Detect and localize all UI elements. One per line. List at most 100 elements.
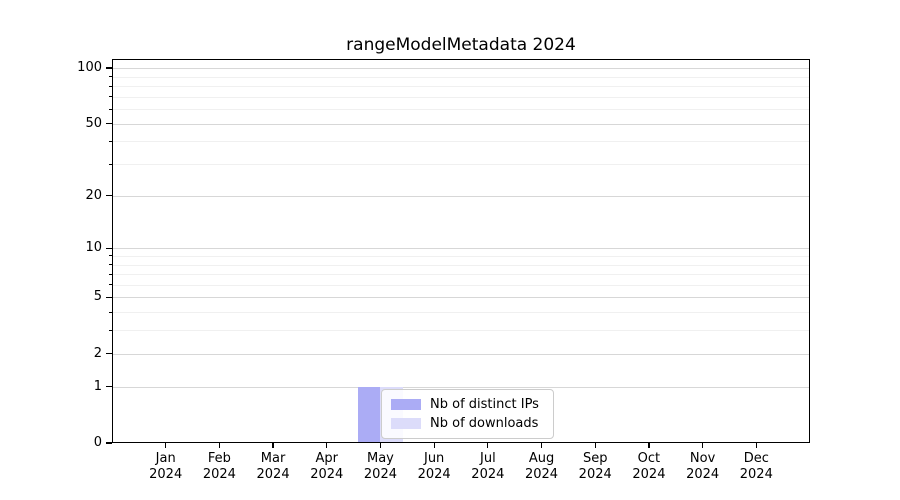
y-tick	[106, 442, 112, 444]
legend-swatch-downloads	[391, 418, 421, 429]
y-tick-minor	[108, 329, 112, 331]
y-tick-label: 10	[85, 240, 102, 256]
x-tick	[648, 443, 650, 448]
x-tick-label: Jul 2024	[456, 451, 520, 483]
y-tick-label: 5	[93, 289, 102, 305]
y-tick-label: 50	[85, 115, 102, 131]
y-gridline-minor	[112, 255, 810, 257]
y-gridline-major	[112, 386, 810, 388]
x-tick-year: 2024	[632, 467, 666, 482]
x-tick	[755, 443, 757, 448]
y-tick-minor	[108, 85, 112, 87]
y-tick	[106, 67, 112, 69]
x-tick-label: Sep 2024	[563, 451, 627, 483]
x-tick-month: Jan	[155, 451, 176, 466]
x-tick-month: Jun	[423, 451, 445, 466]
y-gridline-minor	[112, 284, 810, 286]
legend: Nb of distinct IPs Nb of downloads	[381, 389, 554, 439]
x-tick-month: May	[367, 451, 394, 466]
x-tick-year: 2024	[256, 467, 290, 482]
x-tick	[701, 443, 704, 448]
y-tick	[106, 247, 112, 249]
x-tick-month: Nov	[689, 451, 716, 466]
legend-swatch-distinct-ips	[391, 399, 421, 410]
x-tick-label: May 2024	[348, 451, 412, 483]
x-tick-month: Oct	[637, 451, 661, 466]
x-tick-label: Nov 2024	[671, 451, 735, 483]
legend-label-distinct-ips: Nb of distinct IPs	[430, 397, 539, 412]
y-tick-minor	[108, 163, 112, 165]
legend-item-downloads: Nb of downloads	[391, 415, 544, 432]
x-tick-month: Aug	[528, 451, 555, 466]
x-tick-year: 2024	[202, 467, 236, 482]
x-tick	[218, 443, 221, 448]
x-tick-year: 2024	[686, 467, 720, 482]
y-tick-label: 1	[93, 378, 102, 394]
y-tick-minor	[108, 273, 112, 275]
x-tick-year: 2024	[578, 467, 612, 482]
x-tick-month: Feb	[207, 451, 231, 466]
plot-area	[112, 59, 810, 443]
y-gridline-major	[112, 297, 810, 299]
bar-may-distinct-ips	[357, 386, 381, 443]
x-tick	[379, 443, 382, 448]
y-tick	[106, 385, 112, 388]
y-tick-label: 20	[85, 187, 102, 203]
y-gridline-minor	[112, 330, 810, 332]
y-gridline-minor	[112, 264, 810, 266]
y-gridline-major	[112, 248, 810, 250]
y-tick-label: 2	[93, 345, 102, 361]
x-tick	[165, 443, 167, 448]
y-tick	[106, 194, 112, 197]
x-tick-label: Oct 2024	[617, 451, 681, 483]
chart-title: rangeModelMetadata 2024	[346, 35, 576, 55]
x-tick	[487, 443, 489, 448]
y-tick-label: 0	[93, 435, 102, 450]
y-tick	[106, 353, 112, 355]
y-gridline-minor	[112, 274, 810, 276]
y-gridline-minor	[112, 86, 810, 88]
x-tick-year: 2024	[417, 467, 451, 482]
x-tick-year: 2024	[149, 467, 183, 482]
y-tick-minor	[108, 108, 112, 110]
y-tick-minor	[108, 311, 112, 313]
x-tick-month: Sep	[582, 451, 608, 466]
x-tick-label: Mar 2024	[241, 451, 305, 483]
x-tick	[433, 443, 435, 448]
x-tick-year: 2024	[739, 467, 773, 482]
y-tick	[106, 122, 112, 125]
y-gridline-major	[112, 68, 810, 70]
y-tick-minor	[108, 284, 112, 286]
x-tick-year: 2024	[310, 467, 344, 482]
y-tick-label: 100	[77, 60, 102, 76]
x-tick-label: Jan 2024	[134, 451, 198, 483]
x-tick-label: Dec 2024	[724, 451, 788, 483]
y-tick-minor	[108, 255, 112, 257]
x-tick-month: Jul	[480, 451, 496, 466]
y-gridline-major	[112, 195, 810, 197]
x-tick-year: 2024	[471, 467, 505, 482]
y-gridline-major	[112, 123, 810, 125]
y-gridline-major	[112, 353, 810, 355]
y-tick-minor	[108, 96, 112, 98]
y-tick	[106, 296, 112, 299]
x-tick	[326, 443, 328, 448]
y-gridline-minor	[112, 109, 810, 111]
y-gridline-minor	[112, 96, 810, 98]
x-tick-month: Dec	[743, 451, 769, 466]
x-tick-month: Mar	[260, 451, 286, 466]
y-tick-minor	[108, 76, 112, 78]
x-tick-label: Jun 2024	[402, 451, 466, 483]
legend-label-downloads: Nb of downloads	[430, 416, 539, 431]
y-gridline-minor	[112, 76, 810, 78]
x-tick-label: Aug 2024	[510, 451, 574, 483]
x-tick-label: Apr 2024	[295, 451, 359, 483]
x-tick-month: Apr	[315, 451, 339, 466]
y-tick-minor	[108, 264, 112, 266]
y-tick-minor	[108, 140, 112, 142]
x-tick-year: 2024	[363, 467, 397, 482]
x-tick	[540, 443, 543, 448]
x-tick-year: 2024	[524, 467, 559, 482]
x-tick-label: Feb 2024	[187, 451, 251, 483]
